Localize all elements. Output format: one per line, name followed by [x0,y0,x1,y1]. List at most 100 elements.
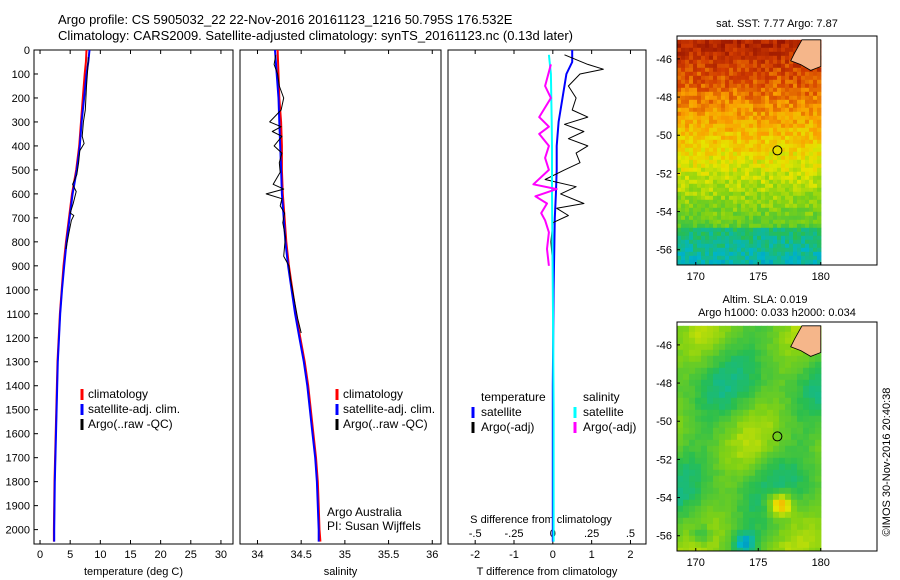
map-cell [681,175,686,181]
top-tick-label: -.25 [505,528,524,540]
map-cell [695,475,702,483]
map-cell [731,385,738,393]
map-cell [729,63,734,69]
map-cell [707,541,714,549]
map-cell [757,99,762,105]
map-cell [721,55,726,61]
map-cell [761,355,768,363]
map-cell [737,67,742,73]
map-cell [737,71,742,77]
map-cell [725,403,732,411]
map-cell [721,203,726,209]
map-cell [729,139,734,145]
map-cell [755,433,762,441]
map-cell [707,427,714,435]
map-cell [725,187,730,193]
map-cell [785,95,790,101]
map-cell [769,111,774,117]
map-cell [761,191,766,197]
map-cell [745,139,750,145]
map-cell [717,131,722,137]
map-cell [717,75,722,81]
map-cell [737,373,744,381]
map-cell [721,67,726,73]
map-cell [817,107,822,113]
map-cell [785,155,790,161]
map-cell [717,67,722,73]
map-cell [791,421,798,429]
map-cell [793,163,798,169]
map-cell [705,67,710,73]
map-cell [719,421,726,429]
map-cell [793,171,798,177]
map-cell [677,207,682,213]
map-cell [773,91,778,97]
map-cell [753,103,758,109]
map-cell [681,231,686,237]
map-cell [781,263,786,265]
map-cell [809,451,816,459]
footer-credit: ©IMOS 30-Nov-2016 20:40:38 [881,388,893,537]
map-cell [733,91,738,97]
map-cell [761,379,768,387]
map-cell [757,227,762,233]
map-cell [705,111,710,117]
map-cell [719,499,726,507]
map-cell [741,155,746,161]
map-cell [797,415,804,423]
map-cell [801,79,806,85]
depth-tick-label: 500 [12,165,30,177]
map-cell [797,83,802,89]
map-cell [717,215,722,221]
map-cell [749,367,756,375]
map-cell [765,91,770,97]
map-cell [765,139,770,145]
map-cell [761,385,768,393]
map-cell [689,127,694,133]
map-cell [733,55,738,61]
map-cell [777,111,782,117]
map-cell [697,203,702,209]
map-cell [713,541,720,549]
map-cell [777,119,782,125]
map-cell [781,87,786,93]
map-cell [697,227,702,233]
map-cell [745,127,750,133]
map-cell [769,259,774,265]
map-cell [743,367,750,375]
map-cell [757,259,762,265]
map-cell [745,215,750,221]
map-cell [709,91,714,97]
map-cell [693,55,698,61]
map-cell [789,39,794,45]
map-cell [789,171,794,177]
map-cell [801,227,806,233]
map-cell [773,433,780,441]
depth-tick-label: 200 [12,93,30,105]
x-tick-label: -2 [470,549,480,561]
map-cell [805,199,810,205]
map-cell [761,481,768,489]
map-cell [797,451,804,459]
map-cell [721,163,726,169]
map-cell [729,123,734,129]
map-cell [725,203,730,209]
map-cell [689,87,694,93]
map-cell [773,47,778,53]
map-cell [789,43,794,49]
map-cell [753,187,758,193]
x-tick-label: 34.5 [290,549,311,561]
map-cell [789,79,794,85]
map-cell [745,147,750,153]
map-cell [737,87,742,93]
map-cell [797,75,802,81]
map-cell [761,251,766,257]
map-cell [745,211,750,217]
x-tick-label: 20 [155,549,167,561]
map-cell [813,183,818,189]
map-cell [693,115,698,121]
map-cell [797,175,802,181]
map-cell [737,415,744,423]
map-cell [743,499,750,507]
map-cell [681,263,686,265]
